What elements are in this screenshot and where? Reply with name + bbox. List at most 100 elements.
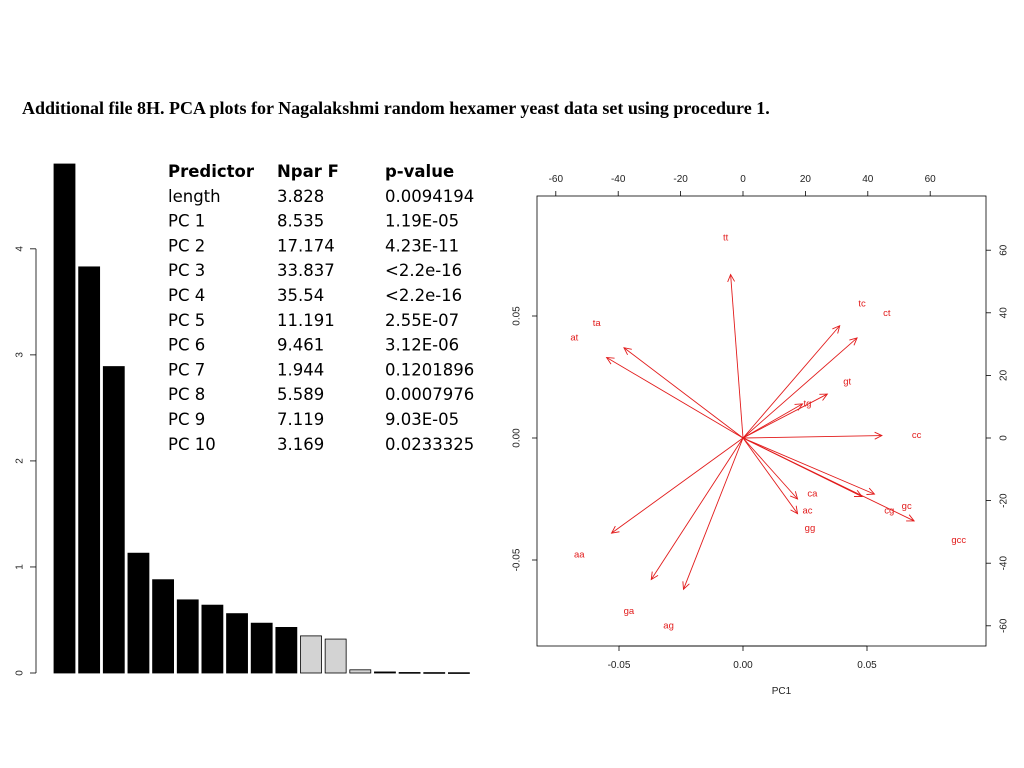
right-tick-label: 60 [999, 244, 1010, 256]
table-cell: PC 8 [168, 385, 205, 404]
scree-bar [102, 366, 125, 674]
biplot-point-label: ta [593, 318, 602, 329]
table-cell: 5.589 [277, 385, 324, 404]
table-cell: PC 3 [168, 261, 205, 280]
biplot-point-label: tt [723, 232, 729, 243]
loading-arrowhead [650, 571, 659, 581]
loading-arrow [742, 437, 915, 522]
table-cell: 3.828 [277, 187, 324, 206]
scree-y-tick-label: 2 [15, 458, 26, 464]
right-tick-label: 40 [999, 307, 1010, 319]
x-axis-label: PC1 [772, 686, 792, 697]
scree-bar [78, 266, 101, 674]
table-cell: 0.0007976 [385, 385, 474, 404]
bottom-tick-label: -0.05 [608, 660, 631, 671]
table-cell: 0.0233325 [385, 435, 474, 454]
bottom-tick-label: 0.00 [733, 660, 753, 671]
loading-arrow [730, 274, 744, 439]
biplot-frame [536, 195, 987, 647]
table-cell: 4.23E-11 [385, 236, 459, 255]
loading-arrowhead [832, 324, 841, 334]
table-cell: <2.2e-16 [385, 286, 462, 305]
biplot-point-label: gt [843, 376, 851, 387]
loading-arrow [742, 393, 828, 439]
table-cell: 1.944 [277, 360, 324, 379]
table-cell: 11.191 [277, 311, 335, 330]
table-cell: 3.169 [277, 435, 324, 454]
table-cell: PC 6 [168, 336, 205, 355]
scree-y-tick-label: 1 [15, 564, 26, 570]
scree-bar [201, 604, 224, 674]
table-cell: 3.12E-06 [385, 336, 459, 355]
loading-arrowhead [819, 393, 829, 401]
biplot-point-label: cc [912, 430, 922, 441]
table-cell: <2.2e-16 [385, 261, 462, 280]
scree-y-tick-label: 3 [15, 352, 26, 358]
loading-arrow [742, 435, 882, 439]
scree-bar [300, 635, 322, 674]
loading-arrowhead [906, 514, 916, 522]
scree-bar [324, 638, 347, 674]
table-cell: 9.461 [277, 336, 324, 355]
scree-bar [349, 669, 372, 674]
loading-arrowhead [610, 525, 620, 534]
biplot-point-label: cg [884, 506, 894, 517]
scree-bar [250, 622, 273, 674]
loading-arrow [623, 347, 744, 439]
right-tick-label: 0 [999, 435, 1010, 441]
loading-arrow [742, 337, 858, 439]
loading-arrowhead [849, 337, 858, 346]
figure-caption: Additional file 8H. PCA plots for Nagala… [22, 98, 770, 118]
table-cell: PC 7 [168, 360, 205, 379]
loading-arrowhead [623, 347, 632, 356]
loading-arrowhead [605, 356, 615, 365]
top-tick-label: -20 [673, 174, 688, 185]
loading-arrow [742, 437, 875, 495]
biplot-point-label: ag [663, 620, 674, 631]
table-cell: 2.55E-07 [385, 311, 459, 330]
right-tick-label: 20 [999, 369, 1010, 381]
table-cell: PC 9 [168, 410, 205, 429]
loading-arrow [742, 437, 798, 500]
top-tick-label: 60 [925, 174, 937, 185]
table-cell: 9.03E-05 [385, 410, 459, 429]
loading-arrow [606, 357, 744, 439]
loading-arrow [742, 403, 803, 439]
table-cell: PC 2 [168, 236, 205, 255]
biplot-point-label: aa [574, 550, 585, 561]
table-cell: 1.19E-05 [385, 212, 459, 231]
table-cell: 0.0094194 [385, 187, 474, 206]
left-tick-label: -0.05 [512, 548, 523, 571]
loading-arrow [742, 437, 798, 514]
top-tick-label: 20 [800, 174, 812, 185]
table-header: p-value [385, 162, 454, 181]
right-tick-label: -20 [999, 493, 1010, 508]
table-cell: PC 4 [168, 286, 205, 305]
loading-arrow [650, 437, 744, 580]
loading-arrowhead [866, 487, 876, 495]
scree-bar [176, 599, 199, 674]
biplot-point-label: at [570, 332, 578, 343]
top-tick-label: -40 [611, 174, 626, 185]
scree-bar [447, 672, 470, 674]
table-header: Npar F [277, 162, 339, 181]
scree-bar [275, 627, 298, 674]
biplot-point-label: ga [624, 606, 635, 617]
right-tick-label: -60 [999, 618, 1010, 633]
biplot-point-label: ct [883, 308, 891, 319]
table-cell: 17.174 [277, 236, 335, 255]
biplot-point-label: ca [807, 489, 818, 500]
table-cell: 33.837 [277, 261, 335, 280]
right-tick-label: -40 [999, 556, 1010, 571]
scree-bar [398, 672, 421, 674]
biplot-point-label: tg [804, 398, 812, 409]
loading-arrowhead [794, 403, 804, 411]
loading-arrowhead [682, 581, 690, 591]
scree-bar-chart: 0 1 2 3 4 [15, 163, 470, 676]
left-tick-label: 0.00 [512, 428, 523, 448]
loading-arrow [683, 437, 744, 590]
scree-bar [423, 672, 446, 674]
top-tick-label: -60 [549, 174, 564, 185]
table-cell: 0.1201896 [385, 360, 474, 379]
